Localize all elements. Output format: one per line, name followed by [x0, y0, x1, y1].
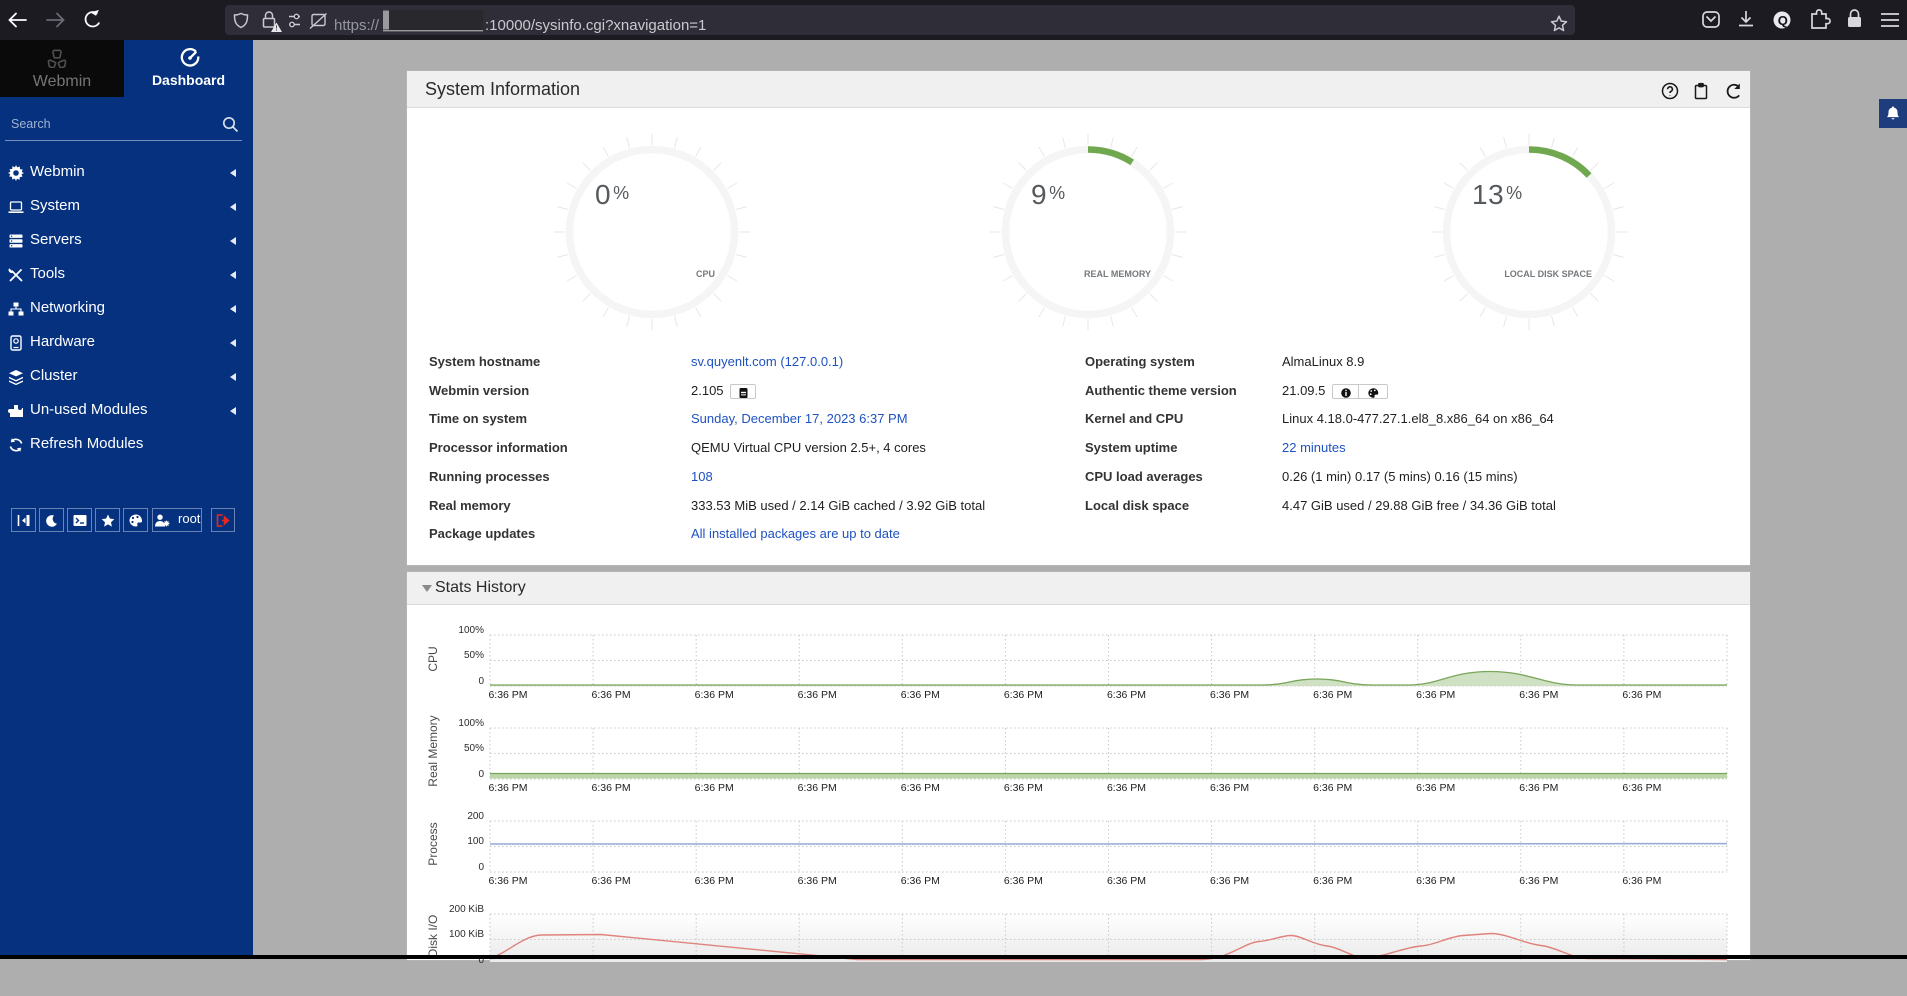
svg-text::10000/sysinfo.cgi?xnavigation: :10000/sysinfo.cgi?xnavigation=1	[485, 17, 706, 34]
svg-text:https://: https://	[334, 17, 380, 34]
svg-text:Q: Q	[1778, 13, 1788, 28]
